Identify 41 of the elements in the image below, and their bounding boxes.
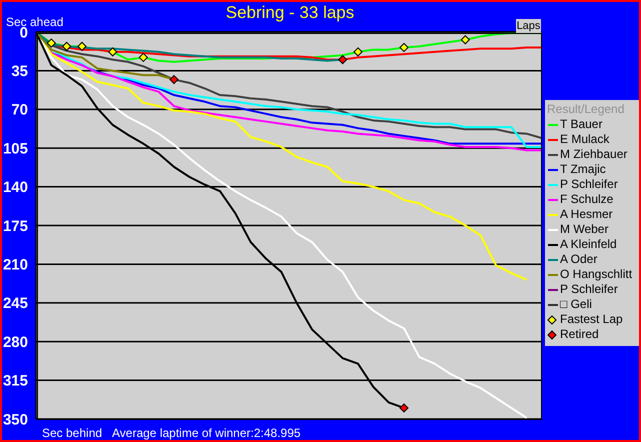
y-tick-label: 245 [2, 295, 28, 312]
point [400, 42, 408, 52]
legend-label: Retired [560, 327, 599, 342]
y-tick-label: 140 [2, 179, 28, 196]
y-tick-label: 70 [11, 102, 28, 119]
legend-label: Fastest Lap [560, 312, 623, 327]
y-tick-label: 35 [11, 63, 28, 80]
legend-label: P Schleifer [560, 282, 618, 297]
legend-label: A Hesmer [560, 207, 613, 222]
legend-title: Result/Legend [547, 102, 626, 117]
legend-label: M Ziehbauer [560, 147, 628, 162]
legend-label: T Bauer [560, 117, 602, 132]
y-tick-label: 175 [2, 218, 28, 235]
legend-label: F Schulze [560, 192, 614, 207]
legend-label: A Kleinfeld [560, 237, 617, 252]
y-tick-label: 350 [2, 411, 28, 428]
y-tick-label: 105 [2, 140, 28, 158]
chart-title: Sebring - 33 laps [226, 3, 354, 22]
point [170, 75, 178, 84]
point [46, 38, 56, 48]
text: Sec behind [42, 426, 102, 440]
point [62, 42, 72, 51]
point [338, 55, 348, 64]
y-tick-label: 315 [2, 372, 28, 390]
legend-label: □ Geli [560, 297, 592, 312]
y-tick-label: 210 [2, 256, 28, 274]
legend-label: P Schleifer [560, 177, 618, 192]
x-axis-title: Laps [516, 19, 541, 33]
legend-label: M Weber [560, 222, 608, 237]
point [460, 35, 470, 44]
point [400, 403, 408, 412]
text: Average laptime of winner:2:48.995 [112, 426, 301, 440]
legend-label: T Zmajic [560, 162, 606, 177]
point [78, 42, 86, 51]
y-tick-label: 280 [2, 334, 28, 351]
point [138, 52, 148, 62]
legend-label: E Mulack [560, 132, 610, 147]
point [354, 47, 362, 56]
point [108, 47, 118, 56]
legend-label: A Oder [560, 252, 598, 267]
legend-label: O Hangschlitt [560, 267, 632, 282]
